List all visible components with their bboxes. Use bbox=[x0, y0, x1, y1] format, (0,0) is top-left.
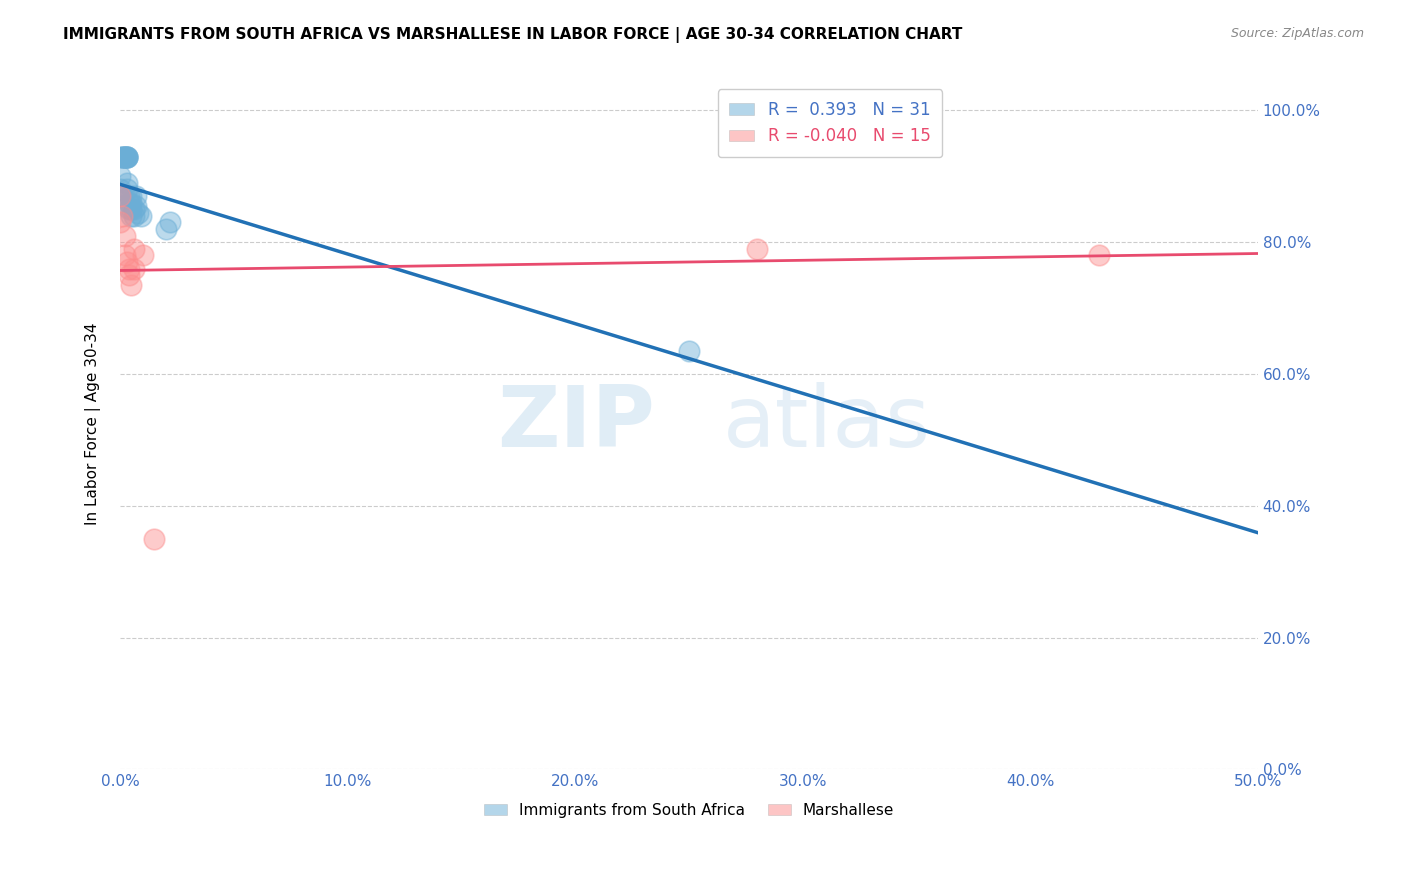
Point bbox=[115, 149, 138, 163]
Point bbox=[111, 149, 134, 163]
Point bbox=[120, 195, 142, 210]
Point bbox=[127, 205, 149, 219]
Point bbox=[115, 149, 138, 163]
Point bbox=[111, 149, 134, 163]
Text: ZIP: ZIP bbox=[498, 382, 655, 465]
Point bbox=[125, 199, 148, 213]
Point bbox=[115, 176, 138, 190]
Point bbox=[115, 255, 138, 269]
Point bbox=[122, 261, 145, 276]
Y-axis label: In Labor Force | Age 30-34: In Labor Force | Age 30-34 bbox=[86, 322, 101, 524]
Point bbox=[159, 215, 181, 229]
Point bbox=[114, 149, 136, 163]
Point bbox=[118, 261, 141, 276]
Point bbox=[114, 248, 136, 262]
Point bbox=[1087, 248, 1109, 262]
Point bbox=[155, 222, 177, 236]
Point bbox=[118, 189, 141, 203]
Point bbox=[118, 268, 141, 282]
Point bbox=[108, 189, 131, 203]
Point bbox=[747, 242, 769, 256]
Text: IMMIGRANTS FROM SOUTH AFRICA VS MARSHALLESE IN LABOR FORCE | AGE 30-34 CORRELATI: IMMIGRANTS FROM SOUTH AFRICA VS MARSHALL… bbox=[63, 27, 963, 43]
Point bbox=[122, 209, 145, 223]
Point bbox=[122, 202, 145, 217]
Point bbox=[111, 209, 134, 223]
Point bbox=[108, 182, 131, 196]
Point bbox=[120, 278, 142, 293]
Point bbox=[114, 149, 136, 163]
Point bbox=[122, 242, 145, 256]
Text: Source: ZipAtlas.com: Source: ZipAtlas.com bbox=[1230, 27, 1364, 40]
Point bbox=[129, 209, 152, 223]
Point bbox=[108, 169, 131, 184]
Point bbox=[132, 248, 155, 262]
Point bbox=[108, 189, 131, 203]
Point bbox=[678, 343, 700, 358]
Point bbox=[115, 149, 138, 163]
Point bbox=[120, 202, 142, 217]
Point bbox=[115, 182, 138, 196]
Point bbox=[111, 149, 134, 163]
Point bbox=[120, 209, 142, 223]
Point bbox=[114, 228, 136, 243]
Point bbox=[114, 149, 136, 163]
Legend: Immigrants from South Africa, Marshallese: Immigrants from South Africa, Marshalles… bbox=[478, 797, 900, 824]
Point bbox=[120, 189, 142, 203]
Text: atlas: atlas bbox=[723, 382, 931, 465]
Point bbox=[118, 202, 141, 217]
Point bbox=[143, 532, 166, 546]
Point bbox=[125, 189, 148, 203]
Point bbox=[108, 215, 131, 229]
Point bbox=[115, 149, 138, 163]
Point bbox=[118, 195, 141, 210]
